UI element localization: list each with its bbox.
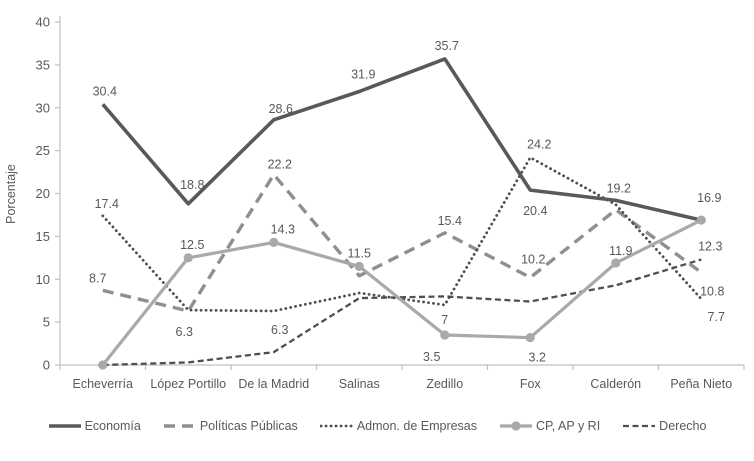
line-chart-plot: 0 5 10 15 20 25 30 35 40 Echeverría López Portillo…: [4, 15, 745, 391]
y-tick-label: 10: [36, 272, 50, 287]
legend-item-admon-empresas: Admon. de Empresas: [319, 419, 478, 433]
value-label-admon-empresas: 17.4: [95, 197, 119, 211]
y-tick-label: 15: [36, 229, 50, 244]
legend-label-politicas-publicas: Políticas Públicas: [199, 419, 298, 433]
value-label-cp-ap-ri: 3.5: [423, 350, 440, 364]
value-label-cp-ap-ri: 14.3: [271, 222, 295, 236]
y-tick-label: 30: [36, 100, 50, 115]
y-tick-label: 40: [36, 15, 50, 30]
value-label-cp-ap-ri: 12.5: [180, 238, 204, 252]
value-label-politicas-publicas: 8.7: [89, 271, 106, 285]
series-line-cp-ap-ri: [101, 218, 703, 366]
point-marker-cp-ap-ri: [611, 258, 621, 268]
value-label-economia: 31.9: [351, 67, 375, 81]
y-tick-label: 35: [36, 57, 50, 72]
point-marker-cp-ap-ri: [354, 261, 364, 271]
legend-item-economia: Economía: [48, 419, 141, 433]
point-marker-cp-ap-ri: [696, 215, 706, 225]
point-marker-cp-ap-ri: [98, 360, 108, 370]
y-tick-label: 25: [36, 143, 50, 158]
x-category-label: Echeverría: [73, 377, 133, 391]
value-label-politicas-publicas: 15.4: [438, 214, 462, 228]
value-label-cp-ap-ri: 11.5: [348, 246, 371, 260]
series-line-derecho: [102, 258, 702, 367]
value-label-admon-empresas: 6.3: [271, 323, 288, 337]
legend-item-derecho: Derecho: [622, 419, 706, 433]
value-label-derecho: 12.3: [698, 240, 722, 254]
x-category-label: Peña Nieto: [670, 377, 732, 391]
value-label-politicas-publicas: 6.3: [176, 325, 193, 339]
value-label-politicas-publicas: 10.8: [700, 284, 724, 298]
x-category-label: Salinas: [339, 377, 380, 391]
y-tick-label: 5: [43, 315, 50, 330]
value-label-economia: 30.4: [93, 84, 117, 98]
legend-marker-cp-ap-ri: [511, 421, 521, 431]
legend-swatch-economia: [48, 424, 81, 428]
value-label-cp-ap-ri: 11.9: [609, 244, 632, 258]
legend-item-cp-ap-ri: CP, AP y RI: [499, 419, 600, 433]
x-category-label: Zedillo: [426, 377, 463, 391]
value-label-admon-empresas: 7.7: [708, 310, 725, 324]
value-label-economia: 20.4: [523, 204, 547, 218]
point-marker-cp-ap-ri: [269, 237, 279, 247]
value-label-politicas-publicas: 10.2: [521, 253, 545, 267]
legend-swatch-derecho: [623, 424, 656, 428]
y-axis-title: Porcentaje: [4, 164, 18, 224]
point-marker-cp-ap-ri: [525, 332, 535, 343]
legend-item-politicas-publicas: Políticas Públicas: [163, 419, 298, 433]
x-category-label: Calderón: [590, 377, 641, 391]
y-tick-label: 0: [43, 358, 50, 373]
x-category-label: López Portillo: [150, 377, 226, 391]
value-label-economia: 35.7: [435, 39, 459, 53]
value-label-economia: 28.6: [269, 102, 293, 116]
legend-swatch-politicas-publicas: [163, 424, 196, 428]
x-category-label: Fox: [520, 377, 542, 391]
value-label-admon-empresas: 7: [441, 313, 448, 327]
value-label-cp-ap-ri: 3.2: [529, 351, 546, 365]
x-category-label: De la Madrid: [238, 377, 309, 391]
value-label-admon-empresas: 24.2: [527, 137, 551, 151]
series-line-politicas-publicas: [102, 172, 703, 313]
point-marker-cp-ap-ri: [440, 330, 450, 340]
legend-label-derecho: Derecho: [659, 419, 707, 433]
value-label-economia: 18.8: [180, 178, 204, 192]
legend: Economía Políticas Públicas Admon. de Empr…: [0, 419, 754, 433]
legend-label-admon-empresas: Admon. de Empresas: [356, 419, 478, 433]
value-label-economia: 16.9: [697, 191, 721, 205]
legend-swatch-cp-ap-ri: [500, 421, 533, 431]
legend-swatch-admon-empresas: [319, 424, 354, 428]
legend-label-economia: Economía: [84, 419, 141, 433]
y-tick-label: 20: [36, 186, 50, 201]
legend-label-cp-ap-ri: CP, AP y RI: [536, 419, 601, 433]
series-line-economia: [101, 57, 702, 222]
point-marker-cp-ap-ri: [183, 253, 193, 263]
value-label-economia: 19.2: [607, 181, 631, 195]
value-label-politicas-publicas: 22.2: [268, 158, 292, 172]
